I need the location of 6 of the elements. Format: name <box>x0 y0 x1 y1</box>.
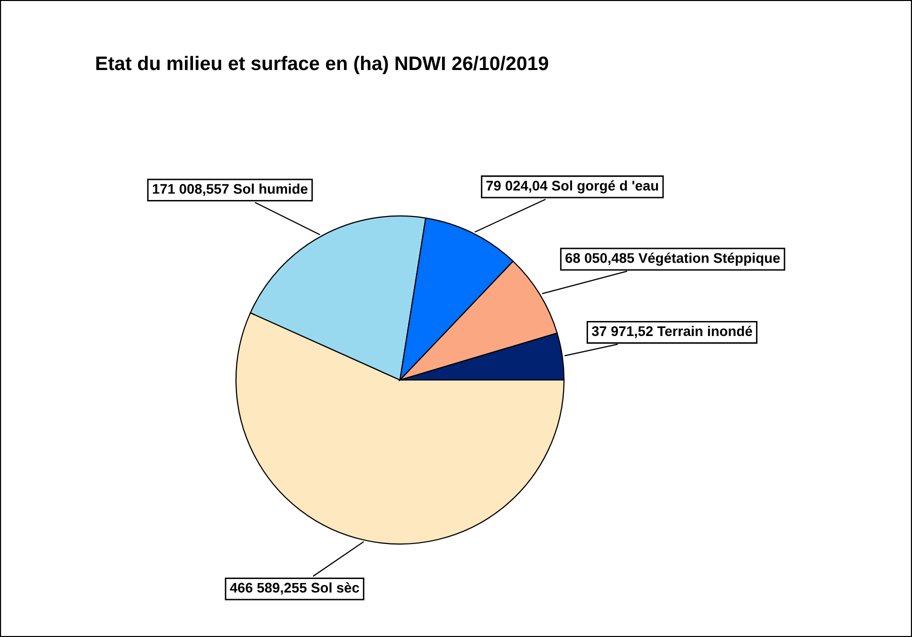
chart-title: Etat du milieu et surface en (ha) NDWI 26/10/2019 <box>96 56 548 74</box>
slice-label: 171 008,557 Sol humide <box>152 184 308 196</box>
slice-label: 79 024,04 Sol gorgé d 'eau <box>486 180 658 194</box>
slice-label: 68 050,485 Végétation Stéppique <box>566 252 780 266</box>
slice-label: 37 971,52 Terrain inondé <box>592 326 752 338</box>
slice-label: 466 589,255 Sol sèc <box>230 582 360 595</box>
